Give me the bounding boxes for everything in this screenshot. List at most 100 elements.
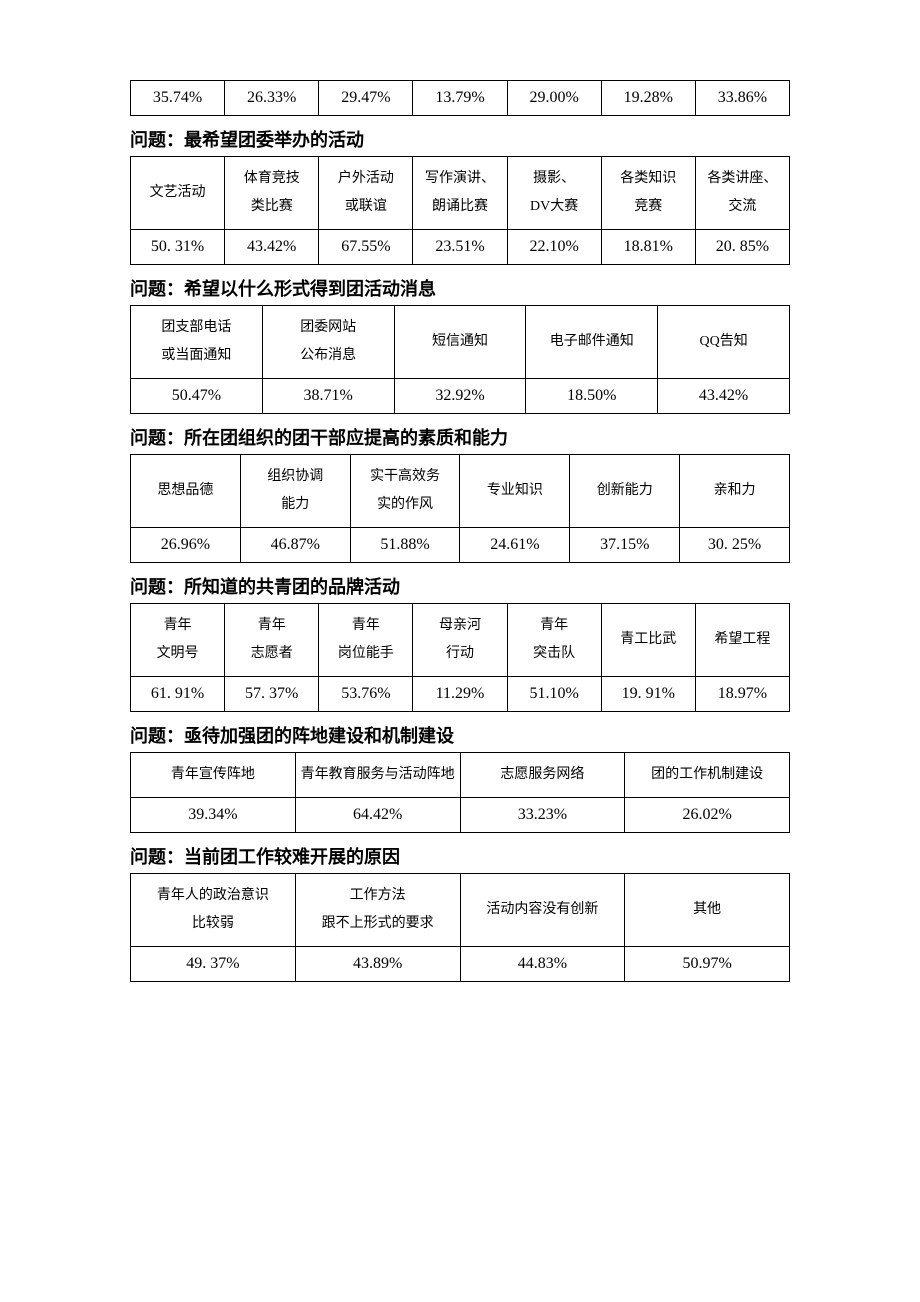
table-row: 35.74%26.33%29.47%13.79%29.00%19.28%33.8… — [131, 81, 790, 116]
value-cell: 18.97% — [695, 677, 789, 712]
header-cell: 志愿服务网络 — [460, 753, 625, 798]
header-cell: 体育竞技类比赛 — [225, 157, 319, 230]
value-cell: 39.34% — [131, 798, 296, 833]
header-cell: QQ告知 — [658, 306, 790, 379]
value-cell: 18.50% — [526, 379, 658, 414]
header-cell: 各类知识竞赛 — [601, 157, 695, 230]
value-cell: 43.42% — [658, 379, 790, 414]
value-cell: 51.10% — [507, 677, 601, 712]
header-cell: 希望工程 — [695, 604, 789, 677]
header-cell: 团支部电话或当面通知 — [131, 306, 263, 379]
value-cell: 26.33% — [225, 81, 319, 116]
header-cell: 电子邮件通知 — [526, 306, 658, 379]
header-cell: 青年教育服务与活动阵地 — [295, 753, 460, 798]
section-0: 35.74%26.33%29.47%13.79%29.00%19.28%33.8… — [130, 80, 790, 116]
table-row: 思想品德组织协调能力实干高效务实的作风专业知识创新能力亲和力 — [131, 455, 790, 528]
value-cell: 53.76% — [319, 677, 413, 712]
value-cell: 61. 91% — [131, 677, 225, 712]
header-cell: 组织协调能力 — [240, 455, 350, 528]
header-cell: 青年志愿者 — [225, 604, 319, 677]
value-cell: 18.81% — [601, 230, 695, 265]
header-cell: 青年文明号 — [131, 604, 225, 677]
header-cell: 青年突击队 — [507, 604, 601, 677]
header-cell: 其他 — [625, 874, 790, 947]
table-row: 青年宣传阵地青年教育服务与活动阵地志愿服务网络团的工作机制建设 — [131, 753, 790, 798]
table-3: 思想品德组织协调能力实干高效务实的作风专业知识创新能力亲和力26.96%46.8… — [130, 454, 790, 563]
value-cell: 49. 37% — [131, 947, 296, 982]
table-6: 青年人的政治意识比较弱工作方法跟不上形式的要求活动内容没有创新其他49. 37%… — [130, 873, 790, 982]
value-cell: 46.87% — [240, 528, 350, 563]
header-cell: 创新能力 — [570, 455, 680, 528]
header-cell: 团的工作机制建设 — [625, 753, 790, 798]
value-cell: 33.86% — [695, 81, 789, 116]
value-cell: 26.96% — [131, 528, 241, 563]
table-row: 团支部电话或当面通知团委网站公布消息短信通知电子邮件通知QQ告知 — [131, 306, 790, 379]
header-cell: 亲和力 — [680, 455, 790, 528]
value-cell: 30. 25% — [680, 528, 790, 563]
header-cell: 专业知识 — [460, 455, 570, 528]
section-2: 问题：希望以什么形式得到团活动消息团支部电话或当面通知团委网站公布消息短信通知电… — [130, 269, 790, 414]
value-cell: 50.47% — [131, 379, 263, 414]
header-cell: 文艺活动 — [131, 157, 225, 230]
value-cell: 43.89% — [295, 947, 460, 982]
header-cell: 思想品德 — [131, 455, 241, 528]
section-6: 问题：当前团工作较难开展的原因青年人的政治意识比较弱工作方法跟不上形式的要求活动… — [130, 837, 790, 982]
table-row: 青年人的政治意识比较弱工作方法跟不上形式的要求活动内容没有创新其他 — [131, 874, 790, 947]
section-1: 问题：最希望团委举办的活动文艺活动体育竞技类比赛户外活动或联谊写作演讲、朗诵比赛… — [130, 120, 790, 265]
value-cell: 43.42% — [225, 230, 319, 265]
value-cell: 51.88% — [350, 528, 460, 563]
value-cell: 23.51% — [413, 230, 507, 265]
question-title: 问题：所知道的共青团的品牌活动 — [130, 567, 790, 603]
section-5: 问题：亟待加强团的阵地建设和机制建设青年宣传阵地青年教育服务与活动阵地志愿服务网… — [130, 716, 790, 833]
value-cell: 67.55% — [319, 230, 413, 265]
value-cell: 13.79% — [413, 81, 507, 116]
header-cell: 团委网站公布消息 — [262, 306, 394, 379]
header-cell: 青年岗位能手 — [319, 604, 413, 677]
value-cell: 33.23% — [460, 798, 625, 833]
table-0: 35.74%26.33%29.47%13.79%29.00%19.28%33.8… — [130, 80, 790, 116]
table-row: 39.34%64.42%33.23%26.02% — [131, 798, 790, 833]
header-cell: 活动内容没有创新 — [460, 874, 625, 947]
value-cell: 50.97% — [625, 947, 790, 982]
value-cell: 50. 31% — [131, 230, 225, 265]
value-cell: 19. 91% — [601, 677, 695, 712]
header-cell: 青工比武 — [601, 604, 695, 677]
header-cell: 工作方法跟不上形式的要求 — [295, 874, 460, 947]
value-cell: 26.02% — [625, 798, 790, 833]
header-cell: 青年宣传阵地 — [131, 753, 296, 798]
table-row: 文艺活动体育竞技类比赛户外活动或联谊写作演讲、朗诵比赛摄影、DV大赛各类知识竞赛… — [131, 157, 790, 230]
question-title: 问题：所在团组织的团干部应提高的素质和能力 — [130, 418, 790, 454]
value-cell: 44.83% — [460, 947, 625, 982]
question-title: 问题：最希望团委举办的活动 — [130, 120, 790, 156]
header-cell: 青年人的政治意识比较弱 — [131, 874, 296, 947]
table-row: 61. 91%57. 37%53.76%11.29%51.10%19. 91%1… — [131, 677, 790, 712]
table-row: 青年文明号青年志愿者青年岗位能手母亲河行动青年突击队青工比武希望工程 — [131, 604, 790, 677]
table-row: 50. 31%43.42%67.55%23.51%22.10%18.81%20.… — [131, 230, 790, 265]
value-cell: 19.28% — [601, 81, 695, 116]
header-cell: 短信通知 — [394, 306, 526, 379]
value-cell: 22.10% — [507, 230, 601, 265]
table-1: 文艺活动体育竞技类比赛户外活动或联谊写作演讲、朗诵比赛摄影、DV大赛各类知识竞赛… — [130, 156, 790, 265]
table-4: 青年文明号青年志愿者青年岗位能手母亲河行动青年突击队青工比武希望工程61. 91… — [130, 603, 790, 712]
table-row: 50.47%38.71%32.92%18.50%43.42% — [131, 379, 790, 414]
table-row: 26.96%46.87%51.88%24.61%37.15%30. 25% — [131, 528, 790, 563]
table-row: 49. 37%43.89%44.83%50.97% — [131, 947, 790, 982]
header-cell: 母亲河行动 — [413, 604, 507, 677]
header-cell: 实干高效务实的作风 — [350, 455, 460, 528]
value-cell: 57. 37% — [225, 677, 319, 712]
question-title: 问题：当前团工作较难开展的原因 — [130, 837, 790, 873]
header-cell: 写作演讲、朗诵比赛 — [413, 157, 507, 230]
value-cell: 35.74% — [131, 81, 225, 116]
header-cell: 摄影、DV大赛 — [507, 157, 601, 230]
header-cell: 户外活动或联谊 — [319, 157, 413, 230]
question-title: 问题：亟待加强团的阵地建设和机制建设 — [130, 716, 790, 752]
value-cell: 37.15% — [570, 528, 680, 563]
value-cell: 64.42% — [295, 798, 460, 833]
value-cell: 32.92% — [394, 379, 526, 414]
section-4: 问题：所知道的共青团的品牌活动青年文明号青年志愿者青年岗位能手母亲河行动青年突击… — [130, 567, 790, 712]
header-cell: 各类讲座、交流 — [695, 157, 789, 230]
table-2: 团支部电话或当面通知团委网站公布消息短信通知电子邮件通知QQ告知50.47%38… — [130, 305, 790, 414]
section-3: 问题：所在团组织的团干部应提高的素质和能力思想品德组织协调能力实干高效务实的作风… — [130, 418, 790, 563]
value-cell: 11.29% — [413, 677, 507, 712]
question-title: 问题：希望以什么形式得到团活动消息 — [130, 269, 790, 305]
